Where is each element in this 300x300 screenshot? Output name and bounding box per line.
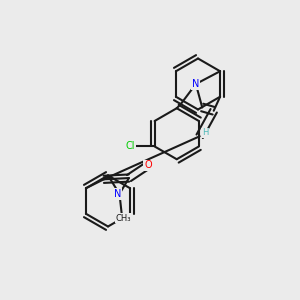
Text: N: N (192, 79, 200, 89)
Text: O: O (144, 160, 152, 170)
Text: CH₃: CH₃ (116, 214, 131, 223)
Text: N: N (114, 189, 122, 199)
Text: Cl: Cl (125, 142, 135, 152)
Text: H: H (202, 128, 208, 137)
